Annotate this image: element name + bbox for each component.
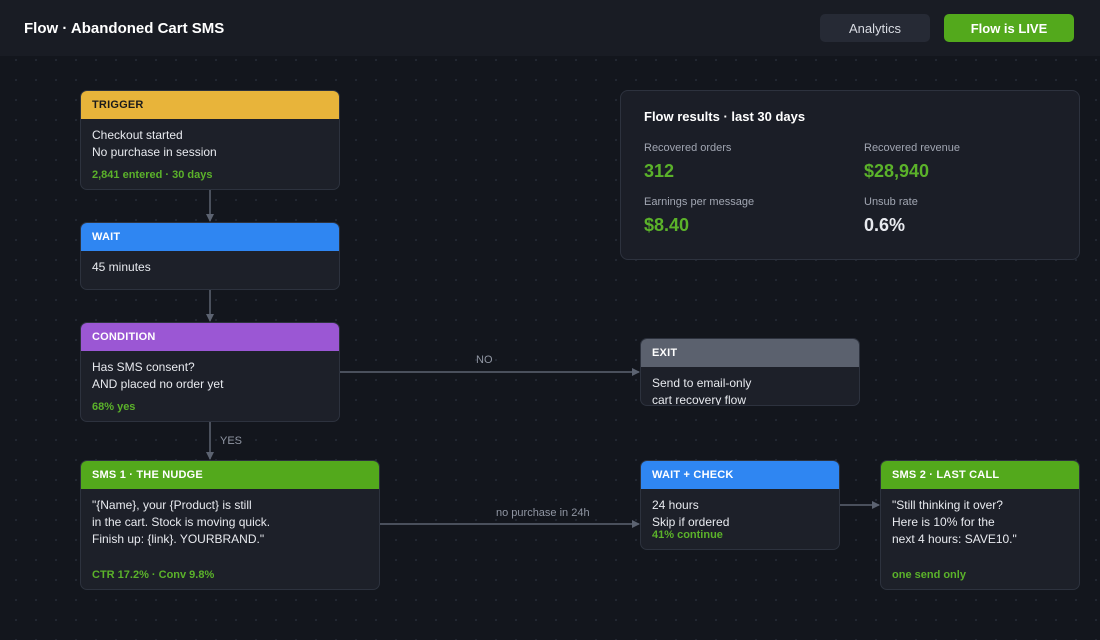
flow-live-button[interactable]: Flow is LIVE [944, 14, 1074, 42]
node-wait-check-line: 24 hours [652, 498, 699, 512]
node-sms2-stat: one send only [892, 569, 966, 581]
metric-value-recovered-revenue: $28,940 [864, 161, 930, 181]
metric-value-unsub-rate: 0.6% [864, 215, 906, 235]
node-sms1-line: Finish up: {link}. YOURBRAND." [92, 532, 265, 546]
metric-label-unsub-rate: Unsub rate [864, 196, 918, 208]
node-sms2[interactable]: SMS 2 · LAST CALL "Still thinking it ove… [880, 460, 1080, 590]
node-exit-line: cart recovery flow [652, 393, 747, 406]
node-condition-label: CONDITION [81, 323, 339, 351]
node-trigger-line: No purchase in session [92, 145, 217, 159]
node-wait[interactable]: WAIT 45 minutes [80, 222, 340, 290]
node-condition-line: Has SMS consent? [92, 360, 195, 374]
edge-label-yes: YES [220, 435, 243, 447]
metric-label-earnings-per-message: Earnings per message [644, 196, 755, 208]
node-wait-check-line: Skip if ordered [652, 515, 730, 529]
node-wait-check-label: WAIT + CHECK [641, 461, 839, 489]
top-bar: Flow · Abandoned Cart SMS Analytics Flow… [0, 0, 1100, 56]
node-wait-label: WAIT [81, 223, 339, 251]
node-exit-label: EXIT [641, 339, 859, 367]
node-trigger-label: TRIGGER [81, 91, 339, 119]
node-wait-check[interactable]: WAIT + CHECK 24 hours Skip if ordered 41… [640, 460, 840, 550]
analytics-button[interactable]: Analytics [820, 14, 930, 42]
edge-label-no-purchase: no purchase in 24h [496, 507, 590, 519]
node-condition[interactable]: CONDITION Has SMS consent? AND placed no… [80, 322, 340, 422]
node-sms1-line: "{Name}, your {Product} is still [92, 498, 252, 512]
node-sms2-line: Here is 10% for the [892, 515, 995, 529]
node-exit[interactable]: EXIT Send to email-only cart recovery fl… [640, 338, 860, 406]
results-title: Flow results · last 30 days [644, 109, 806, 124]
metric-label-recovered-orders: Recovered orders [644, 142, 732, 154]
node-wait-line: 45 minutes [92, 260, 151, 274]
node-trigger-line: Checkout started [92, 128, 183, 142]
node-condition-line: AND placed no order yet [92, 377, 224, 391]
node-trigger-stat: 2,841 entered · 30 days [92, 169, 213, 181]
edge-label-no: NO [476, 354, 493, 366]
page-title: Flow · Abandoned Cart SMS [24, 20, 225, 37]
node-trigger[interactable]: TRIGGER Checkout started No purchase in … [80, 90, 340, 190]
flow-results-panel: Flow results · last 30 days Recovered or… [620, 90, 1080, 260]
node-wait-check-stat: 41% continue [652, 529, 723, 541]
node-sms1-stat: CTR 17.2% · Conv 9.8% [92, 569, 215, 581]
metric-value-earnings-per-message: $8.40 [644, 215, 690, 235]
node-sms1-label: SMS 1 · THE NUDGE [81, 461, 379, 489]
metric-label-recovered-revenue: Recovered revenue [864, 142, 961, 154]
node-sms1-line: in the cart. Stock is moving quick. [92, 515, 271, 529]
node-condition-stat: 68% yes [92, 401, 136, 413]
node-sms2-line: "Still thinking it over? [892, 498, 1003, 512]
node-exit-line: Send to email-only [652, 376, 752, 390]
metric-value-recovered-orders: 312 [644, 161, 675, 181]
node-sms1[interactable]: SMS 1 · THE NUDGE "{Name}, your {Product… [80, 460, 380, 590]
node-sms2-line: next 4 hours: SAVE10." [892, 532, 1017, 546]
node-sms2-label: SMS 2 · LAST CALL [881, 461, 1079, 489]
